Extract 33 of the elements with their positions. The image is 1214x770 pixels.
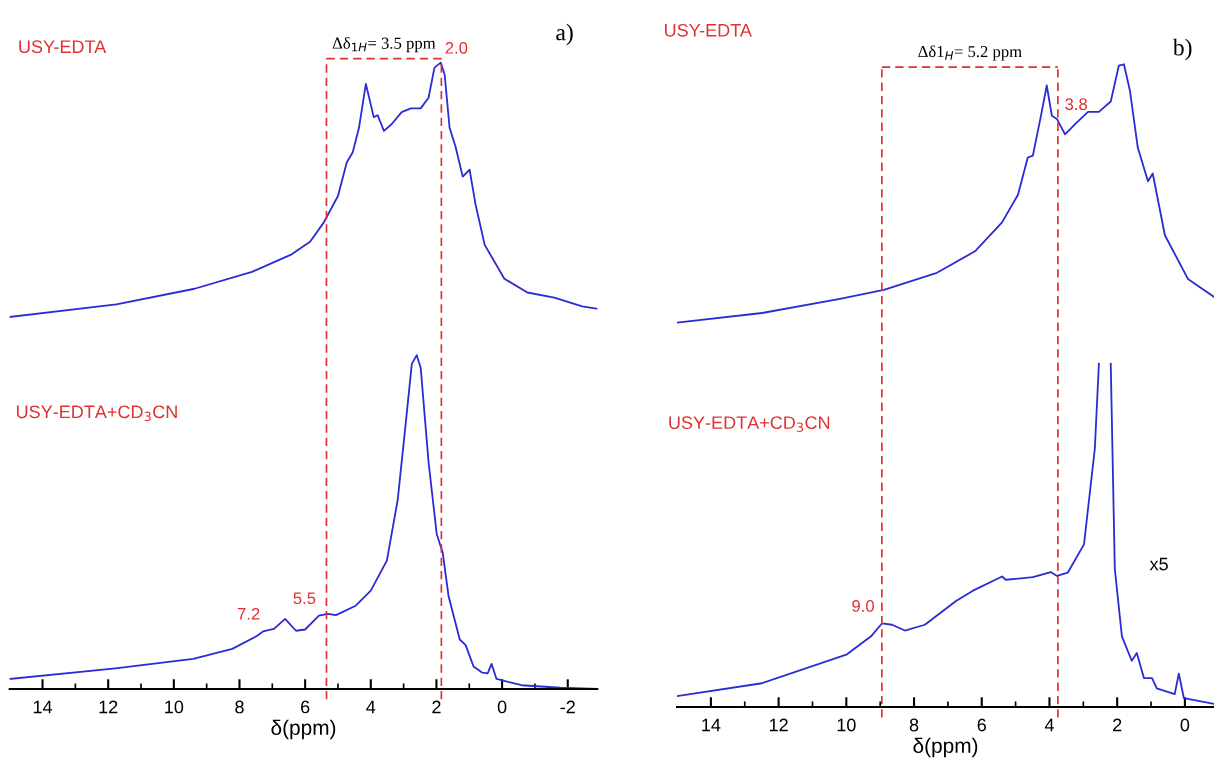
x-tick-label: 2 (432, 700, 441, 714)
text: USY-EDTA (19, 40, 107, 54)
x-tick-label: 4 (1044, 718, 1054, 732)
annotation: USY-EDTA+CD$_{3}$CN (669, 416, 830, 432)
text: USY-EDTA (665, 23, 752, 37)
annotation: 2.0 (445, 41, 468, 54)
annotation: 9.0 (852, 600, 874, 612)
x-tick-label: 6 (977, 718, 986, 732)
x-tick-label: 0 (1180, 718, 1190, 732)
x-tick-label: 4 (366, 700, 376, 714)
annotation: 5.5 (293, 592, 316, 605)
annotation: 7.2 (237, 607, 260, 620)
x-tick-label: 14 (33, 700, 53, 714)
annotation: x5 (1149, 557, 1168, 571)
x-axis-title: δ(ppm) (271, 719, 336, 740)
x-tick-label: 12 (769, 718, 788, 732)
x-tick-label: 8 (235, 700, 244, 714)
x-tick-label: 2 (1113, 718, 1122, 732)
x-tick-label: -2 (560, 700, 575, 714)
chart-title: b) (1172, 38, 1192, 61)
text: Δδ$_{1H}$= 3.5 ppm (332, 36, 436, 53)
x-tick-label: 0 (497, 700, 507, 714)
annotation: 3.8 (1065, 98, 1088, 111)
x-tick-label: 10 (165, 700, 184, 714)
text: Δδ1$_{H}$= 5.2 ppm (918, 45, 1022, 61)
chart-title: a) (556, 23, 573, 46)
x-tick-label: 8 (909, 718, 919, 732)
x-tick-label: 12 (99, 700, 118, 714)
x-tick-label: 10 (837, 718, 856, 732)
x-tick-label: 14 (702, 718, 721, 732)
x-tick-label: 6 (301, 700, 310, 714)
x-axis-title: δ(ppm) (913, 737, 978, 758)
annotation: USY-EDTA+CD$_{3}$CN (16, 405, 177, 422)
